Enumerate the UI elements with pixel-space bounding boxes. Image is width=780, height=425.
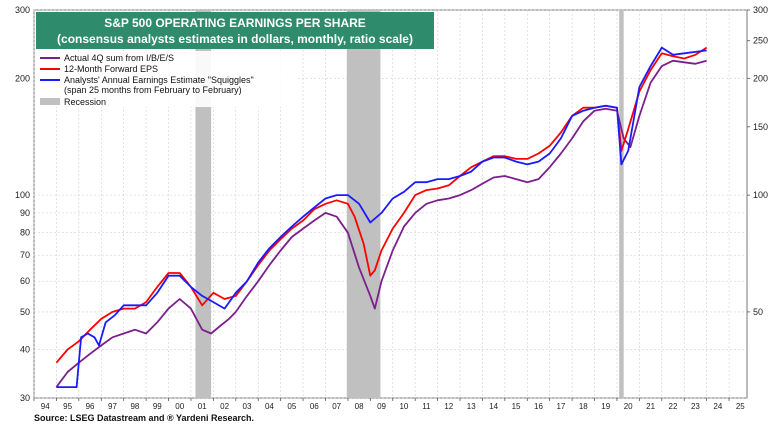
source-note: Source: LSEG Datastream and ® Yardeni Re… — [34, 413, 254, 423]
x-tick-label: 23 — [691, 402, 700, 411]
recession-band — [619, 10, 624, 398]
x-tick-label: 00 — [175, 402, 184, 411]
left-tick-label: 30 — [20, 393, 30, 403]
legend-note-span: (span 25 months from February to Februar… — [64, 85, 242, 95]
legend-label-actual: Actual 4Q sum from I/B/E/S — [64, 53, 174, 63]
x-tick-label: 19 — [601, 402, 610, 411]
recession-band — [346, 10, 381, 398]
x-tick-label: 11 — [422, 402, 431, 411]
x-tick-label: 95 — [63, 402, 72, 411]
right-tick-label: 250 — [753, 36, 768, 46]
legend-swatch-recession — [40, 98, 60, 105]
x-tick-label: 03 — [243, 402, 252, 411]
x-tick-label: 98 — [130, 402, 139, 411]
left-tick-label: 70 — [20, 250, 30, 260]
x-tick-label: 22 — [669, 402, 678, 411]
left-tick-label: 50 — [20, 307, 30, 317]
x-tick-label: 05 — [287, 402, 296, 411]
x-axis: 94 95 96 97 98 99 00 01 02 03 04 05 06 07 08 09 10 11 12 13… — [33, 398, 745, 411]
x-tick-label: 16 — [534, 402, 543, 411]
chart-title: S&P 500 OPERATING EARNINGS PER SHARE — [104, 16, 366, 30]
x-tick-label: 96 — [86, 402, 95, 411]
x-tick-label: 20 — [624, 402, 633, 411]
legend-label-recession: Recession — [64, 97, 106, 107]
x-tick-label: 09 — [377, 402, 386, 411]
legend-label-forward: 12-Month Forward EPS — [64, 64, 158, 74]
series-line-actual — [55, 59, 707, 388]
x-tick-label: 04 — [265, 402, 274, 411]
x-tick-label: 06 — [310, 402, 319, 411]
x-tick-label: 14 — [489, 402, 498, 411]
right-tick-label: 150 — [753, 122, 768, 132]
x-tick-label: 01 — [198, 402, 207, 411]
x-tick-label: 15 — [512, 402, 521, 411]
left-y-axis: 30 40 50 60 70 80 90 100 200 300 — [15, 5, 30, 403]
x-tick-label: 10 — [399, 402, 408, 411]
left-tick-label: 40 — [20, 345, 30, 355]
x-tick-label: 07 — [332, 402, 341, 411]
x-tick-label: 13 — [467, 402, 476, 411]
series-lines — [55, 46, 708, 389]
right-tick-label: 200 — [753, 73, 768, 83]
left-tick-label: 300 — [15, 5, 30, 15]
x-tick-label: 94 — [41, 402, 50, 411]
x-tick-label: 21 — [646, 402, 655, 411]
x-tick-label: 02 — [220, 402, 229, 411]
chart-subtitle: (consensus analysts estimates in dollars… — [57, 32, 413, 46]
x-tick-label: 18 — [579, 402, 588, 411]
left-tick-label: 60 — [20, 276, 30, 286]
x-tick-label: 99 — [153, 402, 162, 411]
series-line-squiggles — [56, 46, 707, 389]
x-tick-label: 17 — [556, 402, 565, 411]
left-tick-label: 90 — [20, 208, 30, 218]
x-tick-label: 25 — [736, 402, 745, 411]
right-y-axis: 50 100 150 200 250 300 — [747, 5, 768, 317]
title-box: S&P 500 OPERATING EARNINGS PER SHARE (co… — [36, 12, 434, 49]
legend-background — [36, 51, 296, 107]
x-tick-label: 12 — [444, 402, 453, 411]
title-background — [36, 12, 434, 49]
right-tick-label: 100 — [753, 190, 768, 200]
x-tick-label: 24 — [713, 402, 722, 411]
left-tick-label: 80 — [20, 228, 30, 238]
legend-label-squiggles: Analysts' Annual Earnings Estimate "Squi… — [64, 75, 254, 85]
left-tick-label: 100 — [15, 190, 30, 200]
right-tick-label: 50 — [753, 307, 763, 317]
x-tick-label: 08 — [355, 402, 364, 411]
right-tick-label: 300 — [753, 5, 768, 15]
left-tick-label: 200 — [15, 73, 30, 83]
x-tick-label: 97 — [108, 402, 117, 411]
legend: Actual 4Q sum from I/B/E/S 12-Month Forw… — [36, 51, 296, 107]
